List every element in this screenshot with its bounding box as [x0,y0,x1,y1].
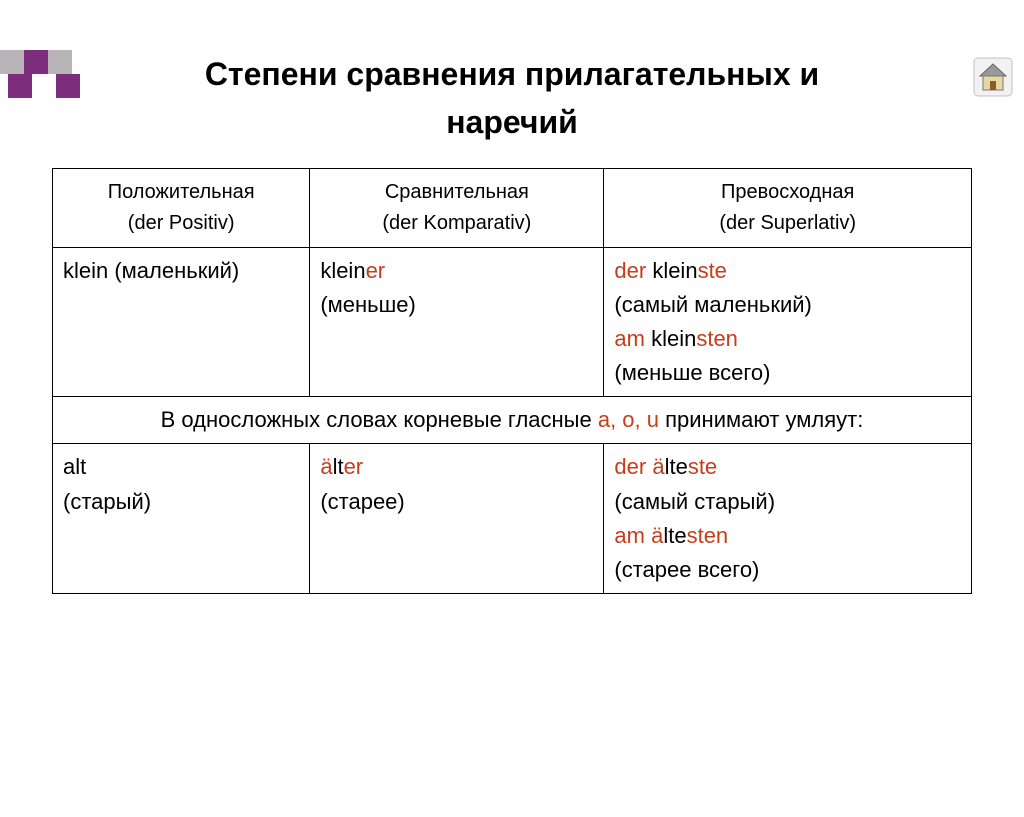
cell-komparativ-alt: älter (старее) [310,444,604,593]
cell-komparativ-klein: kleiner (меньше) [310,248,604,397]
header-superlativ: Превосходная (der Superlativ) [604,169,972,248]
comparison-table: Положительная (der Positiv) Сравнительна… [52,168,972,594]
corner-decoration [0,50,120,110]
cell-superlativ-klein: der kleinste (самый маленький) am kleins… [604,248,972,397]
header-positiv: Положительная (der Positiv) [53,169,310,248]
cell-superlativ-alt: der älteste (самый старый) am ältesten (… [604,444,972,593]
home-icon[interactable] [972,56,1014,98]
header-row: Положительная (der Positiv) Сравнительна… [53,169,972,248]
title-line-1: Степени сравнения прилагательных и [205,56,819,92]
cell-positiv-alt: alt (старый) [53,444,310,593]
slide-title: Степени сравнения прилагательных и нареч… [0,50,1024,146]
cell-positiv-klein: klein (маленький) [53,248,310,397]
table-row: klein (маленький) kleiner (меньше) der k… [53,248,972,397]
title-line-2: наречий [446,104,578,140]
umlaut-note: В односложных словах корневые гласные a,… [53,397,972,444]
table-row: alt (старый) älter (старее) der älteste … [53,444,972,593]
note-row: В односложных словах корневые гласные a,… [53,397,972,444]
header-komparativ: Сравнительная (der Komparativ) [310,169,604,248]
